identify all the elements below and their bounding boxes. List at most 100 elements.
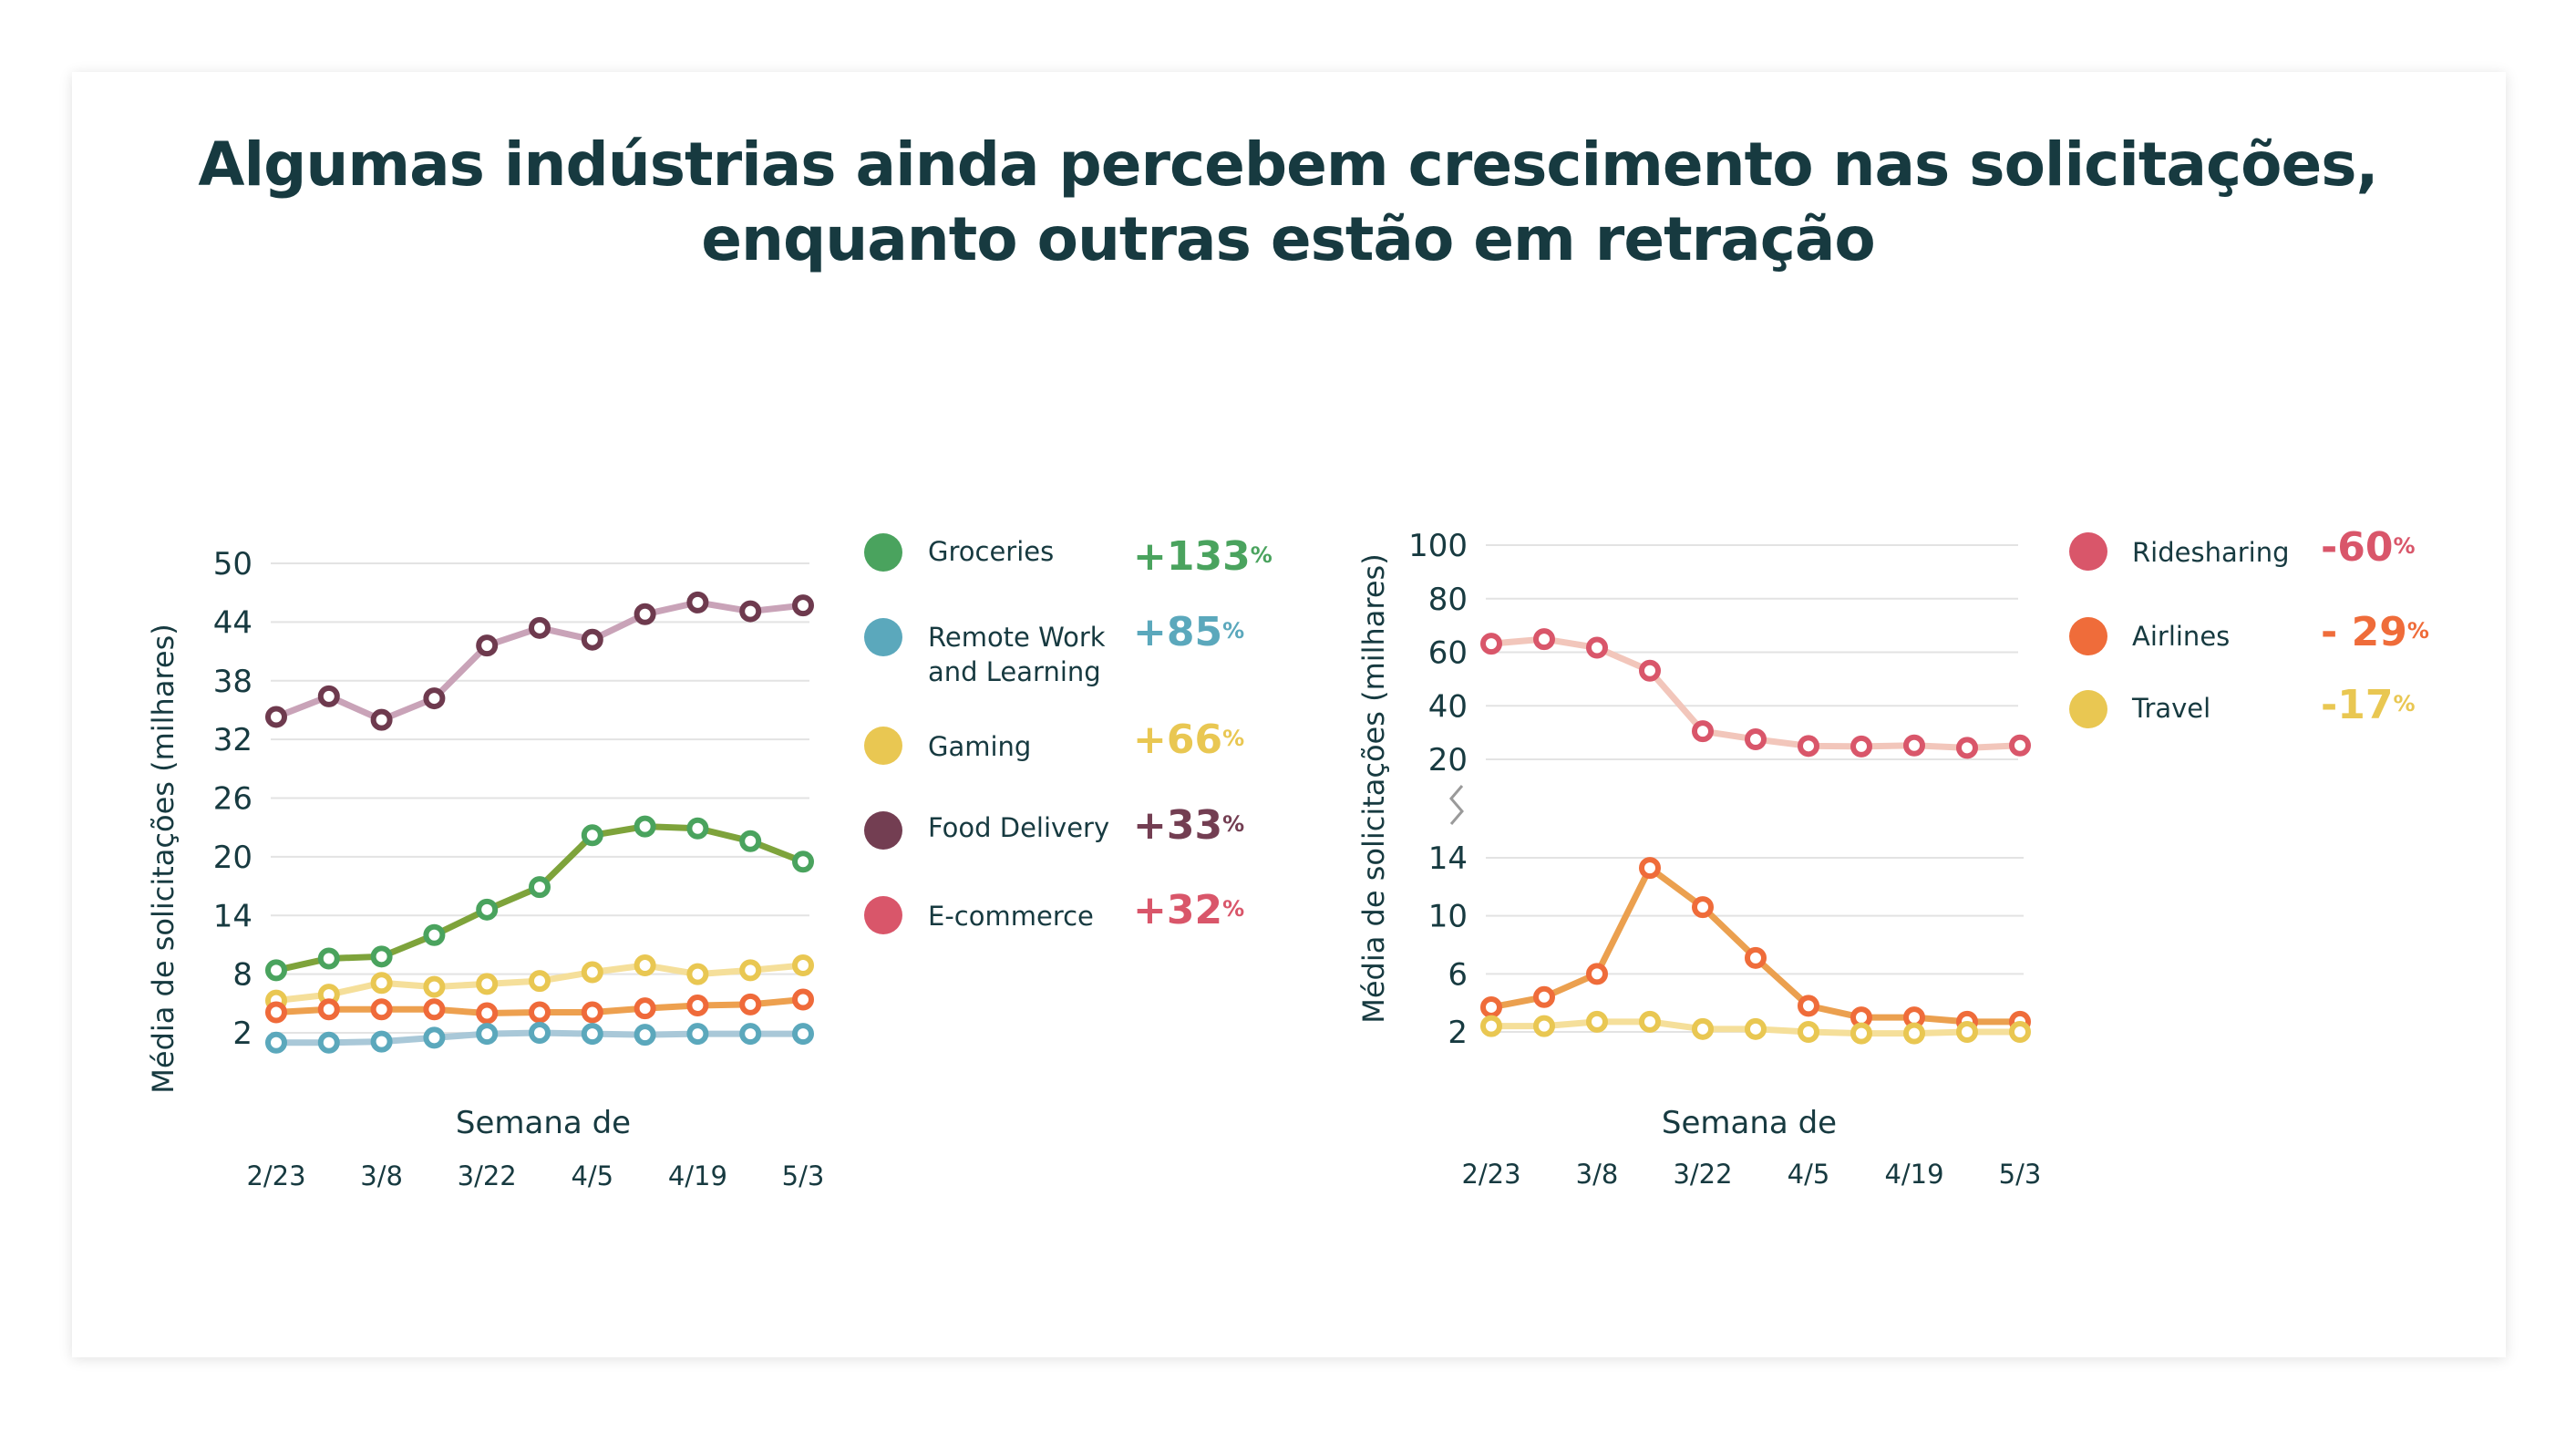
x-tick-label: 4/19 [668, 1160, 727, 1191]
series-line-airlines [1490, 864, 2020, 1026]
data-point-e-commerce [634, 997, 656, 1020]
y-tick-label: 60 [1428, 635, 1468, 672]
data-point-gaming [634, 954, 656, 976]
data-point-e-commerce [423, 998, 446, 1021]
y-tick-label: 100 [1408, 528, 1468, 564]
data-point-ridesharing [1586, 636, 1608, 659]
x-tick-label: 2/23 [1461, 1159, 1520, 1190]
data-point-ridesharing [1903, 734, 1925, 757]
legend-change-groceries: +133% [1133, 533, 1273, 580]
legend-label-remote-work: Remote Work and Learning [928, 622, 1106, 687]
x-tick-label: 3/22 [1673, 1159, 1732, 1190]
y-tick-label: 50 [213, 546, 252, 582]
y-tick-label: 14 [1428, 840, 1468, 877]
x-tick-label: 4/5 [571, 1160, 613, 1191]
data-point-e-commerce [317, 998, 340, 1021]
data-point-food-delivery [265, 706, 287, 728]
legend-dot-food-delivery [864, 811, 902, 850]
data-point-airlines [1692, 896, 1714, 919]
data-point-groceries [739, 830, 762, 852]
x-tick-label: 2/23 [246, 1160, 305, 1191]
y-tick-label: 44 [213, 604, 252, 641]
data-point-ridesharing [1480, 633, 1502, 655]
data-point-food-delivery [792, 594, 814, 617]
data-point-travel [1745, 1017, 1767, 1040]
legend-change-travel: -17% [2321, 682, 2416, 728]
data-point-travel [2009, 1021, 2031, 1043]
y-tick-label: 6 [1448, 956, 1468, 993]
y-axis-title: Média de solicitações (milhares) [146, 624, 180, 1093]
data-point-groceries [476, 898, 499, 921]
y-tick-label: 20 [213, 840, 252, 876]
chart-title: Algumas indústrias ainda percebem cresci… [0, 128, 2576, 277]
legend-dot-groceries [864, 533, 902, 572]
data-point-groceries [529, 876, 551, 899]
y-tick-label: 32 [213, 722, 252, 758]
data-point-remote-work-and-learning [529, 1022, 551, 1044]
data-point-remote-work-and-learning [581, 1023, 603, 1046]
data-point-ridesharing [1533, 628, 1555, 651]
data-point-ridesharing [1798, 735, 1819, 758]
x-tick-label: 3/8 [1576, 1159, 1619, 1190]
data-point-ridesharing [1745, 727, 1767, 750]
data-point-ridesharing [1850, 735, 1872, 758]
data-point-remote-work-and-learning [686, 1023, 709, 1046]
data-point-e-commerce [686, 994, 709, 1016]
x-axis-title: Semana de [1662, 1105, 1837, 1141]
data-point-ridesharing [1692, 720, 1714, 743]
data-point-e-commerce [581, 1001, 603, 1024]
legend-change-gaming: +66% [1133, 716, 1245, 763]
axis-break-icon [1449, 785, 1464, 825]
data-point-food-delivery [423, 687, 446, 710]
data-point-remote-work-and-learning [634, 1024, 656, 1046]
data-point-gaming [370, 972, 393, 995]
legend-label-airlines: Airlines [2132, 621, 2231, 652]
data-point-travel [1903, 1022, 1925, 1045]
data-point-travel [1850, 1022, 1872, 1045]
data-point-remote-work-and-learning [792, 1023, 814, 1046]
legend-label-groceries: Groceries [928, 536, 1055, 567]
x-tick-label: 3/22 [458, 1160, 517, 1191]
data-point-groceries [581, 824, 603, 847]
data-point-remote-work-and-learning [370, 1030, 393, 1053]
data-point-food-delivery [739, 600, 762, 623]
x-axis-title: Semana de [456, 1105, 631, 1141]
legend-label-e-commerce: E-commerce [928, 901, 1094, 932]
data-point-food-delivery [317, 685, 340, 707]
legend-change-airlines: - 29% [2321, 609, 2429, 655]
x-tick-label: 5/3 [1999, 1159, 2042, 1190]
data-point-gaming [686, 963, 709, 985]
y-tick-label: 2 [1448, 1015, 1468, 1051]
data-point-e-commerce [792, 988, 814, 1011]
x-tick-label: 3/8 [360, 1160, 403, 1191]
data-point-food-delivery [634, 603, 656, 625]
data-point-remote-work-and-learning [265, 1031, 287, 1054]
data-point-airlines [1480, 995, 1502, 1018]
y-tick-label: 26 [213, 781, 252, 818]
legend-dot-airlines [2069, 617, 2107, 655]
data-point-groceries [634, 815, 656, 838]
legend-label-ridesharing: Ridesharing [2132, 537, 2290, 568]
y-tick-label: 40 [1428, 688, 1468, 725]
legend-label-travel: Travel [2132, 693, 2211, 724]
y-tick-label: 38 [213, 664, 252, 700]
legend-label-food-delivery: Food Delivery [928, 812, 1110, 843]
x-tick-label: 5/3 [782, 1160, 825, 1191]
y-tick-label: 14 [213, 898, 252, 934]
data-point-gaming [529, 970, 551, 993]
data-point-travel [1480, 1015, 1502, 1037]
data-point-ridesharing [1639, 659, 1661, 682]
data-point-travel [1639, 1010, 1661, 1033]
data-point-food-delivery [581, 628, 603, 651]
data-point-groceries [423, 923, 446, 946]
y-tick-label: 8 [232, 957, 252, 994]
data-point-remote-work-and-learning [317, 1031, 340, 1054]
data-point-e-commerce [370, 998, 393, 1021]
data-point-e-commerce [739, 993, 762, 1015]
data-point-remote-work-and-learning [423, 1026, 446, 1049]
data-point-airlines [1639, 857, 1661, 880]
data-point-airlines [1586, 963, 1608, 985]
title-line-1: Algumas indústrias ainda percebem cresci… [198, 129, 2378, 200]
y-axis-title: Média de solicitações (milhares) [1356, 553, 1391, 1023]
legend-label-gaming: Gaming [928, 731, 1032, 762]
